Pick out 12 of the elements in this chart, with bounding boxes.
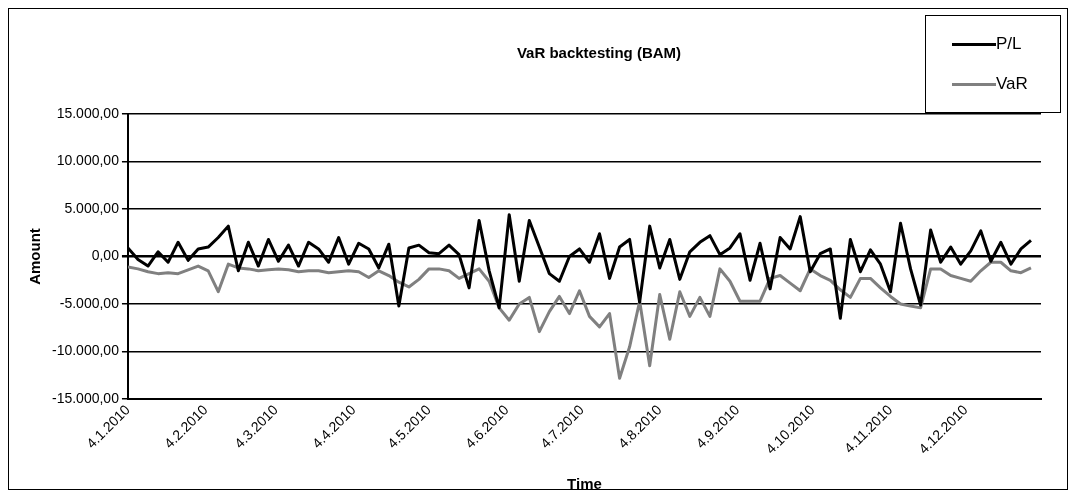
y-tick-label: 5.000,00 — [64, 199, 120, 216]
y-tick-label: -5.000,00 — [59, 294, 120, 311]
y-tick-label: -10.000,00 — [51, 342, 120, 359]
y-tick-label: 15.000,00 — [56, 104, 120, 121]
x-axis-title: Time — [567, 474, 602, 492]
y-tick-label: 10.000,00 — [56, 152, 120, 169]
legend-label: P/L — [996, 34, 1022, 54]
y-tick-label: 0,00 — [91, 247, 120, 264]
y-tick-label: -15.000,00 — [51, 389, 120, 406]
legend-label: VaR — [996, 74, 1028, 94]
y-axis-title: Amount — [26, 228, 44, 285]
chart-title: VaR backtesting (BAM) — [515, 44, 683, 61]
